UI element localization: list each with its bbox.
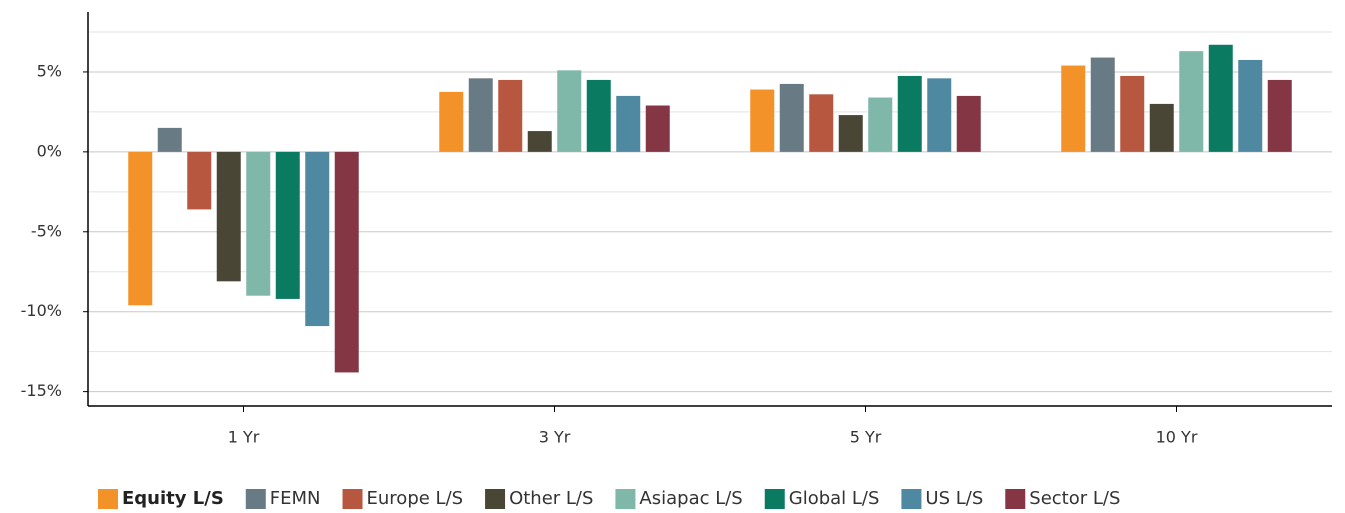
bar: [838, 115, 863, 152]
x-tick-label: 10 Yr: [1156, 428, 1198, 447]
legend-swatch: [1005, 489, 1026, 509]
x-tick-label: 1 Yr: [228, 428, 260, 447]
legend-label: Equity L/S: [122, 488, 224, 509]
legend-swatch: [342, 489, 363, 509]
bar: [1120, 75, 1145, 152]
bar: [868, 97, 893, 152]
bar: [779, 83, 804, 152]
y-tick-label: -5%: [31, 221, 62, 240]
x-tick-label: 3 Yr: [539, 428, 571, 447]
bar: [616, 95, 641, 152]
bar: [809, 94, 834, 152]
legend-swatch: [901, 489, 922, 509]
bar: [157, 127, 182, 152]
bar: [334, 151, 359, 373]
bar: [1149, 103, 1174, 152]
bar: [468, 78, 493, 152]
bar: [927, 78, 952, 152]
bar: [128, 151, 153, 306]
legend-label: Other L/S: [509, 488, 593, 509]
legend-swatch: [98, 489, 118, 509]
bar: [305, 151, 330, 327]
x-tick-label: 5 Yr: [850, 428, 882, 447]
legend-swatch: [485, 489, 506, 509]
bar: [956, 95, 981, 152]
legend-label: Sector L/S: [1029, 488, 1120, 509]
bar: [897, 75, 922, 152]
legend-label: FEMN: [270, 488, 321, 509]
bar: [275, 151, 300, 299]
legend-label: Global L/S: [789, 488, 880, 509]
bar: [498, 79, 523, 152]
y-tick-label: -10%: [21, 301, 62, 320]
bar: [439, 91, 464, 152]
bar: [645, 105, 670, 152]
legend-swatch: [245, 489, 266, 509]
legend-label: Europe L/S: [367, 488, 464, 509]
bar: [1267, 79, 1292, 152]
bar: [750, 89, 775, 152]
bar: [527, 131, 552, 152]
legend-label: Asiapac L/S: [639, 488, 742, 509]
bar: [557, 70, 582, 152]
legend-swatch: [764, 489, 785, 509]
y-tick-label: -15%: [21, 381, 62, 400]
legend-swatch: [615, 489, 636, 509]
bar: [1238, 59, 1263, 152]
bar: [216, 151, 241, 282]
bar: [1090, 57, 1115, 152]
bar: [1179, 51, 1204, 152]
y-tick-label: 5%: [37, 61, 62, 80]
bar: [586, 79, 611, 152]
legend-label: US L/S: [925, 488, 983, 509]
y-tick-label: 0%: [37, 141, 62, 160]
bar: [187, 151, 212, 210]
bar: [1061, 65, 1086, 152]
bar: [1208, 44, 1233, 152]
bar: [246, 151, 271, 296]
